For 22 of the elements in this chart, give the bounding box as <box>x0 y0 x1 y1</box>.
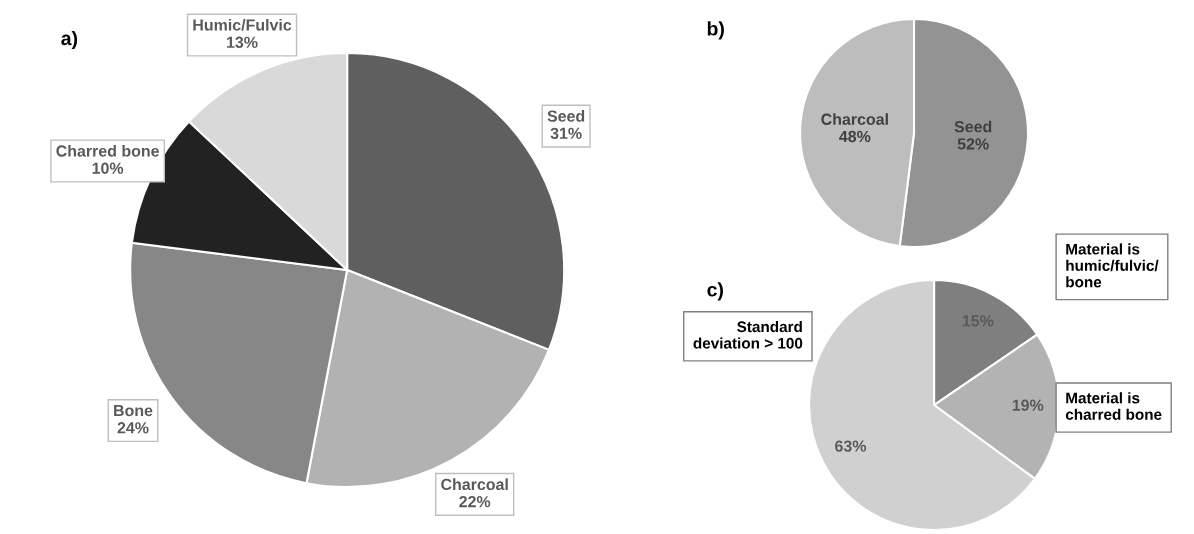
chart-title: b) <box>707 21 724 40</box>
slice-label: Seed <box>547 110 585 122</box>
slice-label: Material is charred bone <box>1065 392 1162 420</box>
slice-label: Charcoal <box>441 478 508 491</box>
slice-label: Standard deviation > 100 <box>693 320 803 349</box>
data-label: 52% <box>957 138 989 150</box>
data-label: 19% <box>1012 399 1044 411</box>
slice-label: Humic/Fulvic <box>193 18 292 31</box>
slice-label: Charred bone <box>56 144 159 157</box>
slice-label: Seed <box>954 120 992 133</box>
data-label: 63% <box>835 440 867 452</box>
data-label: 24% <box>117 422 149 434</box>
slice-label: Charcoal <box>821 113 888 125</box>
data-label: 13% <box>227 36 258 48</box>
slice-label: Material is humic/fulvic/ bone <box>1066 243 1159 288</box>
data-label: 31% <box>550 127 582 140</box>
slice-label: Bone <box>114 405 153 417</box>
data-label: 22% <box>459 495 491 508</box>
text: a) <box>61 30 78 50</box>
data-label: 48% <box>839 130 871 143</box>
data-label: 10% <box>92 162 124 174</box>
text: c) <box>707 282 723 301</box>
